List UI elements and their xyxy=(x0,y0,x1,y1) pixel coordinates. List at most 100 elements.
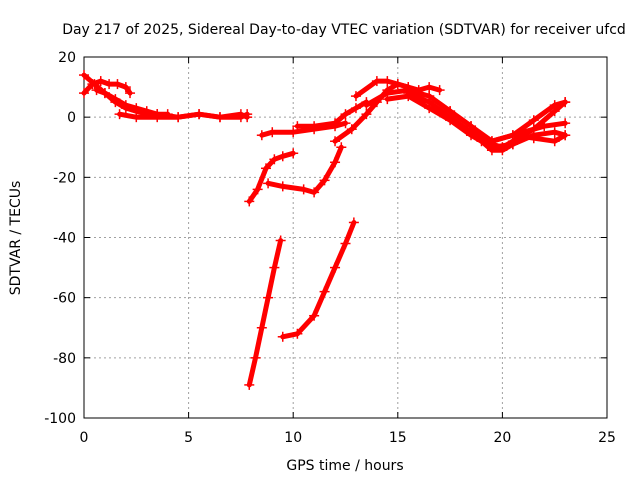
data-point xyxy=(336,142,347,153)
data-point xyxy=(340,109,351,120)
data-point xyxy=(244,196,255,207)
data-point xyxy=(244,379,255,390)
data-point xyxy=(242,109,253,120)
data-point xyxy=(319,175,330,186)
series-track-13 xyxy=(350,76,445,102)
data-point xyxy=(466,121,477,132)
series-line xyxy=(280,220,357,340)
y-tick-label: -80 xyxy=(53,351,76,367)
data-point xyxy=(507,130,518,141)
series-track-6 xyxy=(244,148,299,207)
y-tick-label: -40 xyxy=(53,231,76,247)
data-point xyxy=(350,91,361,102)
y-tick-label: -100 xyxy=(44,411,76,427)
x-tick-label: 5 xyxy=(184,430,193,446)
series-line xyxy=(405,90,568,150)
data-point xyxy=(104,79,115,90)
data-point xyxy=(361,109,372,120)
data-point xyxy=(131,112,142,123)
data-point xyxy=(507,139,518,150)
data-point xyxy=(214,112,225,123)
data-point xyxy=(275,235,286,246)
data-point xyxy=(263,292,274,303)
x-tick-label: 15 xyxy=(389,430,407,446)
data-point xyxy=(330,136,341,147)
x-tick-label: 0 xyxy=(80,430,89,446)
data-point xyxy=(256,130,267,141)
data-point xyxy=(114,109,125,120)
y-tick-label: -20 xyxy=(53,170,76,186)
data-point xyxy=(252,184,263,195)
data-point xyxy=(269,154,280,165)
y-tick-label: 0 xyxy=(67,110,76,126)
data-point xyxy=(250,352,261,363)
data-point xyxy=(382,76,393,87)
data-point xyxy=(560,130,571,141)
data-point xyxy=(560,97,571,108)
data-point xyxy=(319,286,330,297)
data-point xyxy=(497,145,508,156)
chart-title: Day 217 of 2025, Sidereal Day-to-day VTE… xyxy=(62,22,626,38)
data-point xyxy=(288,148,299,159)
data-point xyxy=(95,76,106,87)
data-point xyxy=(288,127,299,138)
data-point xyxy=(309,121,320,132)
data-point xyxy=(445,106,456,117)
data-point xyxy=(392,79,403,90)
data-point xyxy=(110,94,121,105)
x-axis-label: GPS time / hours xyxy=(286,458,403,474)
data-point xyxy=(403,88,414,99)
data-point xyxy=(340,118,351,129)
data-point xyxy=(131,103,142,114)
data-point xyxy=(152,109,163,120)
series-line xyxy=(246,238,284,388)
data-point xyxy=(235,112,246,123)
data-point xyxy=(309,187,320,198)
data-point xyxy=(292,328,303,339)
series-track-8 xyxy=(263,142,347,198)
data-point xyxy=(350,103,361,114)
data-point xyxy=(424,91,435,102)
data-point xyxy=(120,100,131,111)
data-point xyxy=(560,118,571,129)
data-point xyxy=(424,82,435,93)
data-point xyxy=(194,109,205,120)
x-tick-label: 20 xyxy=(493,430,511,446)
y-tick-label: 20 xyxy=(58,50,76,66)
axis-ticks: 0 5 10 15 20 25 20 0 -20 -40 -60 -80 -100 xyxy=(44,50,616,446)
data-point xyxy=(346,124,357,135)
series-track-18 xyxy=(486,130,571,147)
data-point xyxy=(91,85,102,96)
data-point xyxy=(528,133,539,144)
data-point xyxy=(539,121,550,132)
series-line xyxy=(426,93,568,153)
data-point xyxy=(348,217,359,228)
data-point xyxy=(79,70,89,81)
data-point xyxy=(528,115,539,126)
data-point xyxy=(277,151,288,162)
data-point xyxy=(292,121,303,132)
data-point xyxy=(382,94,393,105)
data-point xyxy=(549,136,560,147)
data-point xyxy=(486,145,497,156)
data-point xyxy=(549,127,560,138)
series-track-5 xyxy=(152,109,253,123)
data-point xyxy=(267,127,278,138)
data-point xyxy=(87,79,98,90)
x-tick-label: 10 xyxy=(284,430,302,446)
data-point xyxy=(141,106,152,117)
data-point xyxy=(309,310,320,321)
series-track-2 xyxy=(79,76,136,99)
series-track-16 xyxy=(403,88,571,153)
data-point xyxy=(476,136,487,147)
data-point xyxy=(434,85,445,96)
x-tick-label: 25 xyxy=(598,430,616,446)
series-track-11 xyxy=(292,97,372,132)
data-point xyxy=(549,106,560,117)
data-point xyxy=(361,100,372,111)
data-point xyxy=(79,88,89,99)
data-point xyxy=(120,82,131,93)
data-point xyxy=(330,157,341,168)
data-series xyxy=(79,70,571,390)
